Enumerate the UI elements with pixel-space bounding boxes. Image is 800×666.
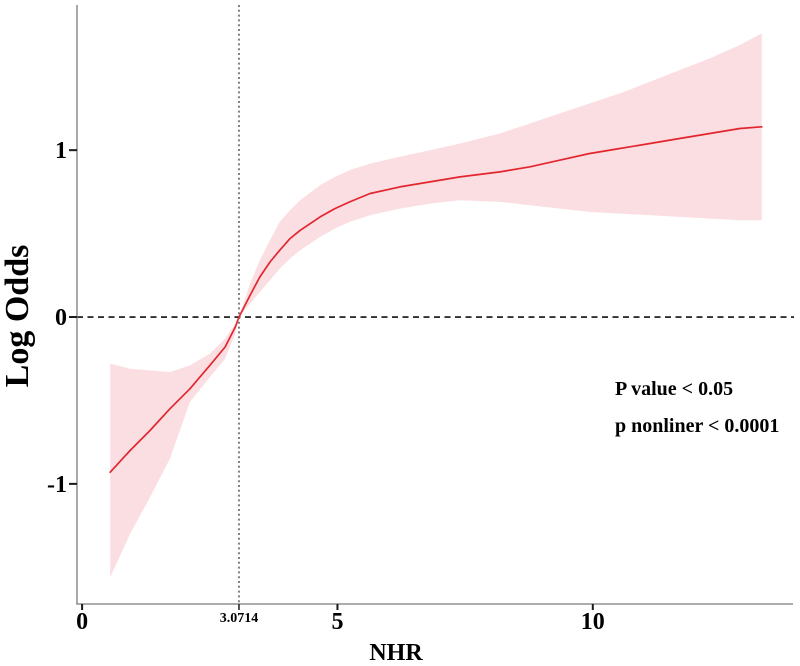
confidence-band — [110, 33, 762, 578]
p-nonlinear-annotation: p nonliner < 0.0001 — [615, 415, 779, 437]
y-tick-label: 1 — [55, 138, 67, 164]
x-axis-title: NHR — [369, 640, 423, 666]
y-tick-label: -1 — [47, 472, 67, 498]
x-tick-label: 10 — [581, 609, 605, 635]
p-value-annotation: P value < 0.05 — [615, 378, 733, 400]
y-tick-label: 0 — [55, 305, 67, 331]
x-tick-label: 0 — [76, 609, 88, 635]
x-tick-label: 5 — [331, 609, 343, 635]
x-tick-label-threshold: 3.0714 — [220, 611, 259, 626]
spline-curve — [109, 125, 763, 474]
y-axis-title: Log Odds — [0, 245, 36, 388]
